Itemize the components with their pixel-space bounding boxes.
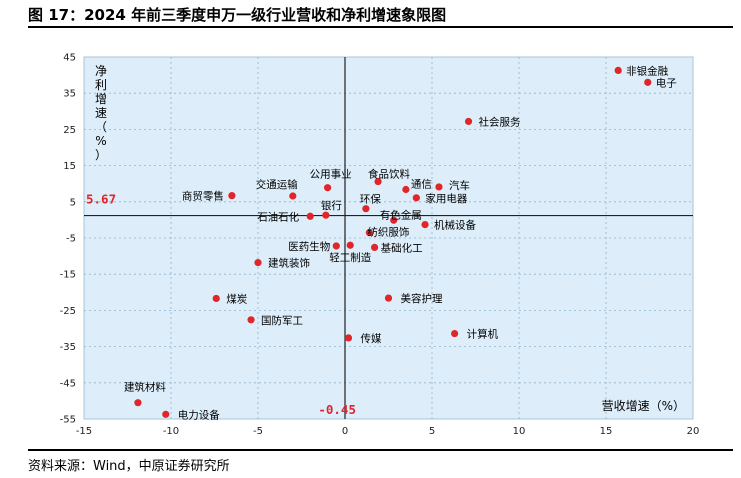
- data-point: [614, 66, 622, 74]
- point-label: 非银金融: [626, 64, 668, 77]
- point-label: 家用电器: [425, 192, 467, 205]
- data-point: [402, 185, 410, 194]
- point-label: 通信: [411, 178, 432, 190]
- data-point: [435, 183, 443, 191]
- data-points: [134, 66, 652, 418]
- data-point: [322, 211, 330, 219]
- y-tick-label: -25: [60, 306, 76, 317]
- data-point: [162, 410, 170, 418]
- point-label: 食品饮料: [368, 168, 410, 181]
- data-point: [289, 192, 297, 200]
- point-label: 医药生物: [288, 240, 330, 253]
- point-label: 石油石化: [257, 210, 299, 223]
- y-tick-label: 35: [63, 89, 76, 100]
- source-note: 资料来源：Wind，中原证券研究所: [28, 459, 230, 474]
- x-tick-label: -10: [163, 426, 179, 437]
- point-label: 传媒: [360, 332, 381, 345]
- point-label: 建筑装饰: [268, 257, 310, 270]
- data-point: [390, 216, 398, 224]
- data-point: [374, 177, 382, 186]
- data-point: [464, 117, 473, 126]
- x-tick-label: 5: [429, 426, 435, 437]
- y-tick-label: -35: [60, 342, 76, 353]
- data-point: [644, 78, 652, 86]
- data-point: [365, 228, 373, 237]
- y-tick-label: -55: [60, 415, 76, 426]
- x-tick-label: 15: [600, 426, 613, 437]
- x-tick-label: -5: [253, 426, 263, 437]
- point-label: 纺织服饰: [367, 226, 409, 239]
- point-label: 电力设备: [178, 408, 220, 421]
- y-tick-label: -5: [66, 234, 76, 245]
- y-tick-label: 15: [63, 161, 76, 172]
- point-label: 汽车: [449, 179, 470, 192]
- point-label: 社会服务: [479, 115, 521, 128]
- data-point: [228, 192, 236, 200]
- data-point: [451, 329, 459, 338]
- data-point: [362, 205, 370, 213]
- point-label: 交通运输: [256, 178, 298, 191]
- point-label: 公用事业: [310, 168, 352, 181]
- scatter-chart: -15 -10 -5 0 5 10 15 20 45 35 25 15 5 -5 -15 -25 -35 -45…: [60, 53, 700, 438]
- point-label: 商贸零售: [182, 190, 224, 203]
- y-tick-label: -15: [60, 270, 76, 281]
- data-point: [324, 184, 332, 192]
- point-label: 煤炭: [226, 292, 247, 305]
- point-label: 建筑材料: [124, 381, 166, 394]
- x-tick-labels: -15 -10 -5 0 5 10 15 20: [76, 426, 700, 437]
- y-axis-label: 净利增速（%）: [95, 64, 107, 162]
- x-tick-label: -15: [76, 426, 92, 437]
- x-tick-label: 20: [687, 426, 700, 437]
- point-label: 美容护理: [401, 292, 443, 305]
- point-label: 国防军工: [261, 314, 303, 327]
- y-mean-label: 5.67: [86, 191, 116, 206]
- data-point: [344, 334, 353, 342]
- y-tick-label: 25: [63, 125, 76, 136]
- x-tick-label: 10: [513, 426, 526, 437]
- point-label: 轻工制造: [329, 251, 371, 264]
- point-label: 环保: [360, 193, 381, 206]
- reference-lines: [84, 57, 693, 419]
- point-label: 电子: [656, 76, 677, 89]
- data-point: [212, 294, 220, 303]
- figure-title: 图 17：2024 年前三季度申万一级行业营收和净利增速象限图: [28, 6, 447, 24]
- data-point: [384, 294, 393, 302]
- x-tick-label: 0: [342, 426, 348, 437]
- grid-lines: [84, 57, 693, 419]
- point-label: 有色金属: [380, 208, 422, 221]
- data-point: [254, 259, 262, 267]
- data-point: [332, 242, 340, 250]
- y-tick-label: 5: [70, 197, 76, 208]
- x-axis-label: 营收增速（%）: [602, 399, 685, 413]
- title-rule: [28, 26, 733, 28]
- y-tick-labels: 45 35 25 15 5 -5 -15 -25 -35 -45 -55: [60, 53, 76, 426]
- point-label: 机械设备: [434, 219, 476, 232]
- data-point: [134, 399, 142, 407]
- data-point: [346, 241, 354, 249]
- data-point: [421, 221, 429, 229]
- y-tick-label: 45: [63, 53, 76, 64]
- point-label: 银行: [321, 199, 342, 212]
- y-tick-label: -45: [60, 378, 76, 389]
- data-point: [306, 212, 314, 220]
- data-point: [370, 243, 379, 252]
- point-label: 计算机: [467, 328, 499, 341]
- x-mean-label: -0.45: [318, 402, 356, 417]
- data-point: [412, 194, 420, 202]
- data-point: [247, 316, 255, 324]
- point-label: 基础化工: [381, 241, 423, 254]
- source-rule: [28, 449, 733, 451]
